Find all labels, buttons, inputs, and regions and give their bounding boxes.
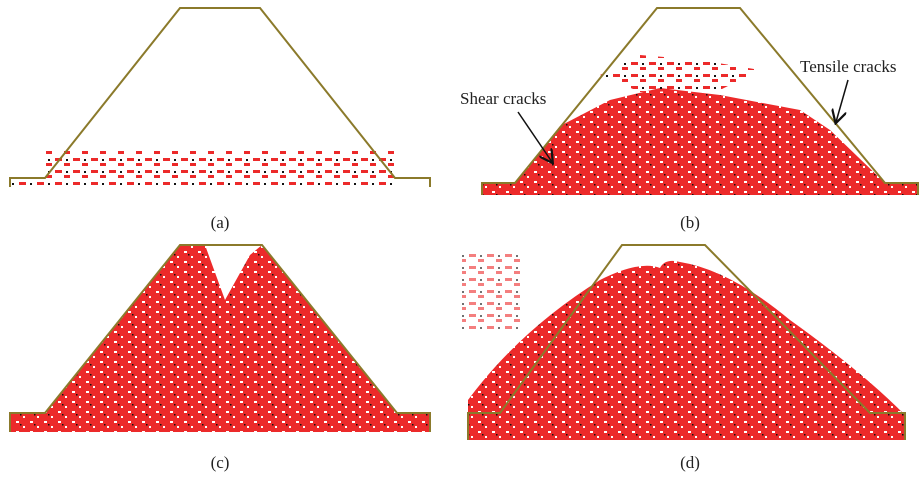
crack-region <box>45 150 395 185</box>
crack-region <box>10 245 430 432</box>
crack-region <box>462 250 522 330</box>
panel-label: (a) <box>211 213 230 232</box>
crack-region <box>12 180 52 186</box>
panel-label: (c) <box>211 453 230 472</box>
annotation: Shear cracks <box>460 89 546 108</box>
crack-region <box>600 55 760 92</box>
annotation: Tensile cracks <box>800 57 897 76</box>
figure: (a) Shear cracks Tensile cracks (b) (c) … <box>0 0 922 478</box>
panel-d: (d) <box>462 245 905 472</box>
panel-c: (c) <box>10 245 430 472</box>
panel-b: Shear cracks Tensile cracks (b) <box>460 8 918 232</box>
crack-region <box>468 261 905 440</box>
panel-label: (b) <box>680 213 700 232</box>
panel-a: (a) <box>10 8 430 232</box>
panel-label: (d) <box>680 453 700 472</box>
annotation-arrow <box>518 112 552 162</box>
annotation-arrow <box>836 80 848 122</box>
